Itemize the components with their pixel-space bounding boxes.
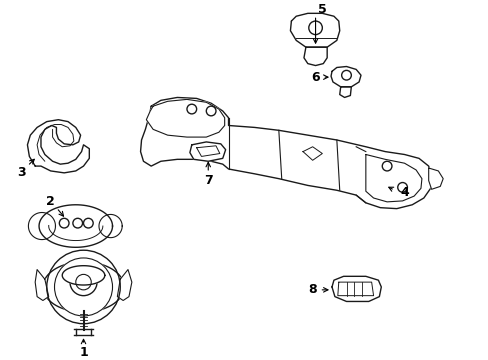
Circle shape xyxy=(308,21,322,35)
Circle shape xyxy=(73,218,82,228)
Polygon shape xyxy=(189,142,225,161)
Text: 5: 5 xyxy=(317,3,326,16)
Text: 7: 7 xyxy=(203,174,212,187)
Polygon shape xyxy=(290,13,339,47)
Circle shape xyxy=(47,250,120,324)
Polygon shape xyxy=(365,154,421,202)
Text: 6: 6 xyxy=(311,71,319,84)
Polygon shape xyxy=(428,168,442,189)
Polygon shape xyxy=(27,120,89,173)
Polygon shape xyxy=(35,270,49,301)
Circle shape xyxy=(76,274,91,290)
Text: 8: 8 xyxy=(308,283,316,296)
Polygon shape xyxy=(117,270,132,301)
Circle shape xyxy=(54,258,112,316)
Polygon shape xyxy=(62,266,104,285)
Polygon shape xyxy=(196,146,220,157)
Polygon shape xyxy=(99,215,122,238)
Text: 4: 4 xyxy=(399,186,408,199)
Circle shape xyxy=(397,183,407,192)
Circle shape xyxy=(341,70,350,80)
Text: 3: 3 xyxy=(17,166,26,179)
Circle shape xyxy=(382,161,391,171)
Polygon shape xyxy=(304,47,326,66)
Polygon shape xyxy=(331,276,381,301)
Polygon shape xyxy=(337,282,373,296)
Circle shape xyxy=(83,218,93,228)
Polygon shape xyxy=(28,212,55,239)
Circle shape xyxy=(59,218,69,228)
Text: 2: 2 xyxy=(46,195,55,208)
Polygon shape xyxy=(39,205,112,247)
Polygon shape xyxy=(43,262,124,312)
Polygon shape xyxy=(140,98,431,209)
Polygon shape xyxy=(339,87,350,98)
Polygon shape xyxy=(330,67,360,87)
Circle shape xyxy=(206,106,216,116)
Circle shape xyxy=(70,269,97,296)
Circle shape xyxy=(186,104,196,114)
Text: 1: 1 xyxy=(79,346,88,359)
Polygon shape xyxy=(146,99,224,137)
